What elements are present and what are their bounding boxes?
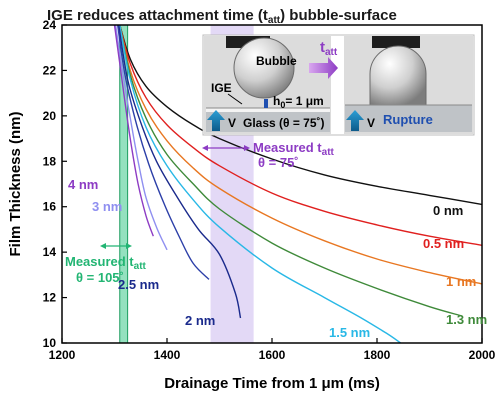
series-line-8 [113, 25, 154, 237]
y-tick-label-5: 20 [43, 109, 57, 123]
series-line-4 [119, 25, 401, 343]
series-line-7 [114, 25, 168, 251]
x-axis-label: Drainage Time from 1 μm (ms) [164, 375, 380, 392]
series-curves [113, 25, 482, 343]
annotation-measured-105: Measured tatt θ = 105˚ [65, 243, 147, 285]
series-line-5 [118, 25, 242, 319]
y-tick-label-7: 24 [43, 18, 57, 32]
label-1-5nm: 1.5 nm [329, 325, 370, 340]
label-4nm: 4 nm [68, 177, 98, 192]
x-tick-label-3: 1800 [364, 348, 391, 362]
band-0 [119, 25, 128, 343]
label-3nm: 3 nm [92, 199, 122, 214]
series-line-1 [119, 25, 482, 246]
label-0nm: 0 nm [433, 203, 463, 218]
chart-title: IGE reduces attachment time (tatt) bubbl… [47, 7, 397, 26]
inset-schematic: Bubble IGE h0= 1 μm V Glass (θ = 75˚) ta… [202, 34, 475, 136]
label-2-5nm: 2.5 nm [118, 277, 159, 292]
svg-text:Measured tatt: Measured tatt [253, 140, 335, 158]
v-label-left: V [228, 116, 236, 130]
label-1-3nm: 1.3 nm [446, 312, 487, 327]
x-tick-label-1: 1400 [154, 348, 181, 362]
y-tick-label-6: 22 [43, 63, 57, 77]
tatt-label: tatt [320, 39, 338, 58]
svg-text:Measured tatt: Measured tatt [65, 254, 147, 272]
y-axis-label: Film Thickness (nm) [7, 111, 24, 256]
series-line-6 [117, 25, 210, 280]
x-tick-label-0: 1200 [49, 348, 76, 362]
x-tick-label-2: 1600 [259, 348, 286, 362]
annotation-measured-75: Measured tatt θ = 75˚ [202, 140, 335, 170]
label-1nm: 1 nm [446, 274, 476, 289]
y-tick-label-0: 10 [43, 336, 57, 350]
x-tick-label-4: 2000 [469, 348, 496, 362]
y-tick-label-2: 14 [43, 245, 57, 259]
bubble-label: Bubble [256, 54, 297, 68]
label-2nm: 2 nm [185, 313, 215, 328]
v-label-right: V [367, 116, 375, 130]
y-tick-label-4: 18 [43, 154, 57, 168]
glass-label: Glass (θ = 75˚) [243, 116, 325, 130]
svg-text:θ = 105˚: θ = 105˚ [76, 270, 124, 285]
svg-text:θ = 75˚: θ = 75˚ [258, 155, 299, 170]
y-tick-label-3: 16 [43, 200, 57, 214]
y-tick-label-1: 12 [43, 291, 57, 305]
axis-ticks: 1200 1400 1600 1800 2000 10 12 14 16 18 20 22 24 [43, 18, 496, 362]
series-line-2 [119, 25, 482, 285]
label-0-5nm: 0.5 nm [423, 236, 464, 251]
ige-label: IGE [211, 81, 232, 95]
series-line-3 [119, 25, 462, 317]
h0-label: h0= 1 μm [273, 94, 324, 110]
series-line-0 [119, 25, 482, 206]
rupture-label: Rupture [383, 112, 433, 127]
